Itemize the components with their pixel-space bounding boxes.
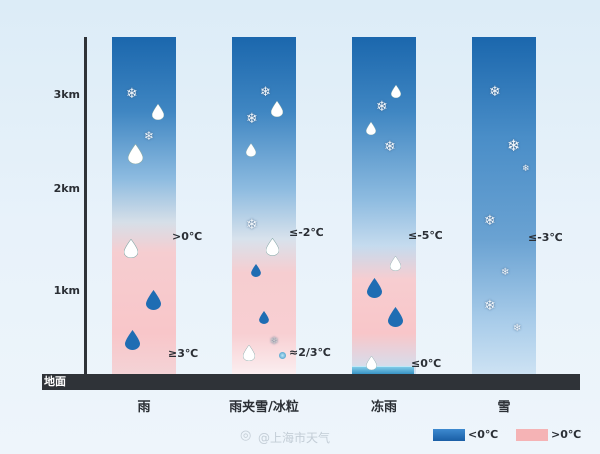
raindrop-white-icon bbox=[124, 239, 138, 258]
snowflake-icon: ❄ bbox=[270, 336, 279, 347]
raindrop-white-icon bbox=[266, 238, 279, 256]
snowflake-icon: ❄ bbox=[246, 217, 258, 233]
altitude-axis bbox=[84, 37, 87, 374]
sleet-upper-temp: ≤-2℃ bbox=[289, 226, 324, 239]
snowflake-icon: ❄ bbox=[507, 136, 521, 155]
snowflake-icon: ❄ bbox=[484, 213, 496, 229]
snowflake-icon: ❄ bbox=[384, 139, 396, 155]
snowflake-icon: ❄ bbox=[484, 298, 496, 314]
label-snow: 雪 bbox=[497, 400, 511, 415]
legend-label-warm: >0℃ bbox=[551, 428, 582, 441]
sleet-surface-temp: ≈2/3℃ bbox=[289, 346, 331, 359]
snowflake-icon: ❄ bbox=[126, 86, 138, 102]
label-freezing-rain: 冻雨 bbox=[370, 400, 397, 415]
raindrop-white-icon bbox=[152, 104, 164, 120]
ground-label: 地面 bbox=[44, 375, 66, 388]
tick-3km: 3km bbox=[53, 88, 80, 101]
raindrop-white-icon bbox=[366, 356, 377, 370]
raindrop-white-icon bbox=[128, 144, 143, 164]
raindrop-blue-icon bbox=[125, 330, 140, 350]
ground-ice-layer bbox=[352, 366, 414, 375]
ice-pellet-icon bbox=[279, 352, 286, 359]
raindrop-white-icon bbox=[391, 85, 401, 98]
snow-upper-temp: ≤-3℃ bbox=[528, 231, 563, 244]
column-freezing-rain bbox=[352, 37, 416, 374]
raindrop-white-icon bbox=[246, 143, 256, 157]
snowflake-icon: ❄ bbox=[513, 323, 522, 334]
snowflake-icon: ❄ bbox=[489, 84, 501, 100]
tick-1km: 1km bbox=[53, 284, 80, 297]
snowflake-icon: ❄ bbox=[376, 99, 388, 115]
legend-swatch-cold bbox=[433, 429, 465, 441]
column-snow bbox=[472, 37, 536, 374]
raindrop-white-icon bbox=[366, 122, 376, 135]
raindrop-blue-icon bbox=[367, 278, 382, 298]
raindrop-white-icon bbox=[271, 101, 283, 117]
weibo-icon: ◎ bbox=[240, 428, 252, 443]
snowflake-icon: ❄ bbox=[522, 164, 530, 174]
tick-2km: 2km bbox=[53, 182, 80, 195]
snowflake-icon: ❄ bbox=[246, 111, 258, 127]
legend-swatch-warm bbox=[516, 429, 548, 441]
label-sleet: 雨夹雪/冰粒 bbox=[229, 400, 299, 415]
ground-bar bbox=[42, 374, 580, 390]
freezing-rain-surface-temp: ≤0℃ bbox=[411, 357, 442, 370]
raindrop-blue-icon bbox=[259, 311, 269, 324]
snowflake-icon: ❄ bbox=[260, 85, 271, 100]
raindrop-blue-icon bbox=[388, 307, 403, 327]
rain-surface-temp: ≥3℃ bbox=[168, 347, 199, 360]
raindrop-blue-icon bbox=[251, 264, 261, 277]
label-rain: 雨 bbox=[137, 400, 151, 415]
legend-label-cold: <0℃ bbox=[468, 428, 499, 441]
column-rain bbox=[112, 37, 176, 374]
freezing-rain-upper-temp: ≤-5℃ bbox=[408, 229, 443, 242]
watermark: @上海市天气 bbox=[258, 431, 331, 445]
snowflake-icon: ❄ bbox=[144, 129, 155, 143]
snowflake-icon: ❄ bbox=[501, 267, 510, 278]
raindrop-white-icon bbox=[390, 256, 401, 271]
raindrop-white-icon bbox=[243, 345, 255, 361]
raindrop-blue-icon bbox=[146, 290, 161, 310]
rain-upper-temp: >0℃ bbox=[172, 230, 203, 243]
